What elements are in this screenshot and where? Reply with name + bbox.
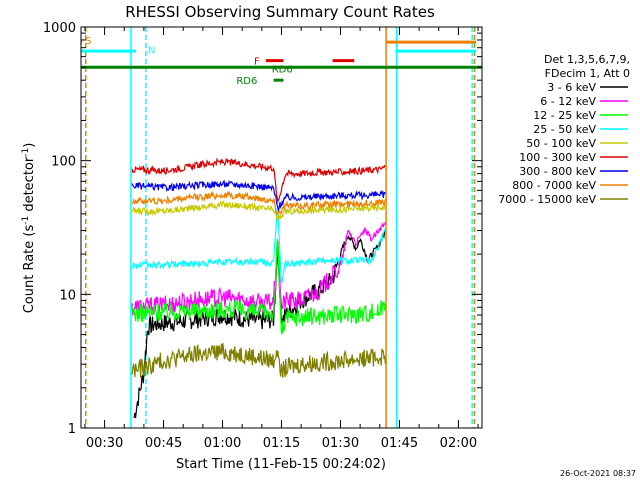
y-tick-label: 1 — [68, 422, 76, 437]
y-tick-label: 10 — [59, 288, 76, 303]
timestamp: 26-Oct-2021 08:37 — [560, 469, 636, 478]
x-tick-label: 01:00 — [204, 436, 241, 451]
axes-ticks: 00:30 00:45 01:00 01:15 01:30 01:45 02:00 1 10 10… — [43, 21, 482, 451]
series-line-8 — [131, 342, 386, 379]
y-axis-label: Count Rate (s-1 detector-1) — [21, 143, 37, 314]
x-tick-label: 00:45 — [145, 436, 182, 451]
annotations: S N F RD6 RD6 — [85, 36, 293, 87]
series-line-2 — [131, 238, 386, 335]
y-tick-label: 1000 — [43, 21, 76, 36]
vertical-markers — [84, 27, 476, 428]
x-axis-label: Start Time (11-Feb-15 00:24:02) — [176, 457, 386, 472]
legend: Det 1,3,5,6,7,9,FDecim 1, Att 03 - 6 keV… — [498, 53, 630, 206]
legend-label-0: 3 - 6 keV — [547, 81, 596, 94]
y-axis-label-exp1: -1 — [21, 216, 31, 225]
y-axis-label-main: Count Rate (s — [22, 225, 37, 314]
annotation-1: N — [148, 45, 155, 56]
chart-title: RHESSI Observing Summary Count Rates — [125, 3, 435, 21]
series-line-5 — [131, 157, 386, 204]
legend-label-7: 800 - 7000 keV — [512, 179, 596, 192]
series-line-7 — [131, 190, 386, 215]
series-line-4 — [131, 200, 386, 221]
legend-label-5: 100 - 300 keV — [519, 151, 596, 164]
annotation-2: F — [254, 57, 260, 68]
legend-label-1: 6 - 12 keV — [540, 95, 596, 108]
legend-header: Det 1,3,5,6,7,9, — [544, 53, 630, 66]
flag-bars — [81, 40, 482, 82]
y-axis-label-exp2: -1 — [21, 148, 31, 157]
legend-label-6: 300 - 800 keV — [519, 165, 596, 178]
x-tick-label: 01:45 — [381, 436, 418, 451]
series-lines — [131, 157, 386, 419]
legend-label-4: 50 - 100 keV — [526, 137, 596, 150]
annotation-4: RD6 — [236, 76, 257, 87]
x-tick-label: 00:30 — [86, 436, 123, 451]
series-line-6 — [131, 179, 386, 213]
series-line-0 — [133, 229, 386, 419]
annotation-3: RD6 — [272, 64, 293, 75]
x-tick-label: 01:15 — [263, 436, 300, 451]
y-axis-label-mid: detector — [22, 156, 37, 216]
series-line-3 — [131, 205, 386, 284]
legend-label-8: 7000 - 15000 keV — [498, 193, 596, 206]
legend-header: FDecim 1, Att 0 — [545, 67, 630, 80]
y-axis-label-end: ) — [22, 143, 37, 148]
legend-label-3: 25 - 50 keV — [533, 123, 596, 136]
legend-label-2: 12 - 25 keV — [533, 109, 596, 122]
y-tick-label: 100 — [51, 155, 76, 170]
annotation-0: S — [85, 36, 91, 47]
x-tick-label: 01:30 — [322, 436, 359, 451]
x-tick-label: 02:00 — [440, 436, 477, 451]
series-line-1 — [131, 221, 386, 316]
